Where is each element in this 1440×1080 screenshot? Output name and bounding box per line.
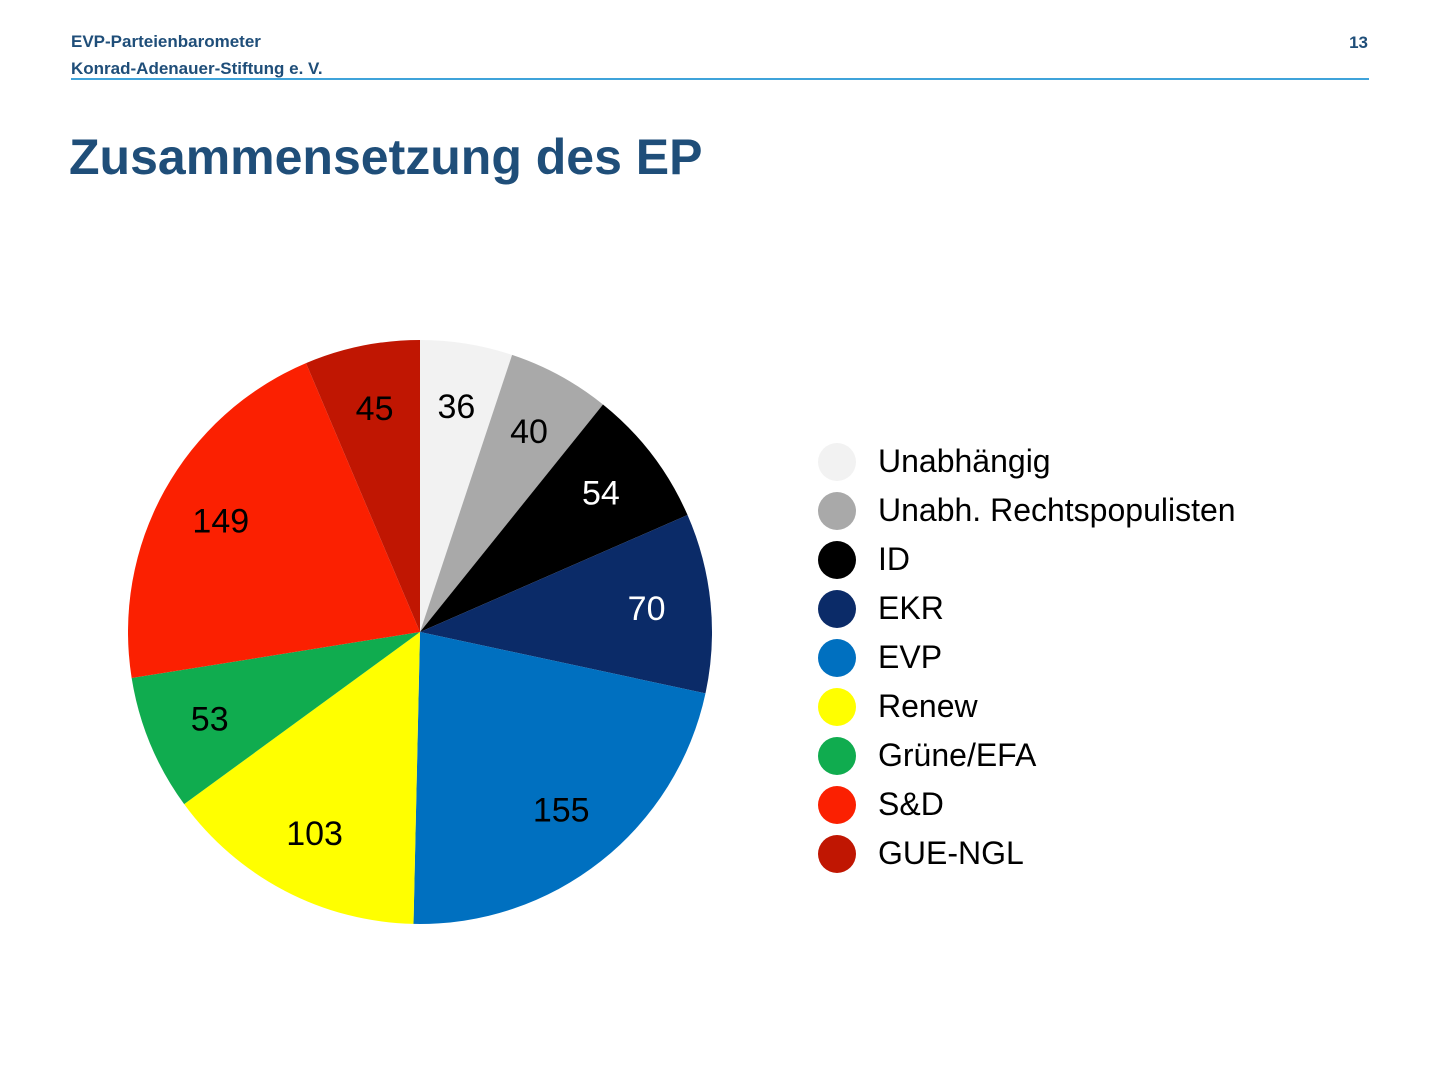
pie-slice-gue-ngl xyxy=(306,340,420,632)
pie-slice-value-label: 45 xyxy=(356,390,394,428)
pie-slice-value-label: 155 xyxy=(533,792,590,830)
pie-slice-value-label: 103 xyxy=(286,815,343,853)
pie-slice-value-label: 40 xyxy=(510,413,548,451)
pie-slice-value-label: 53 xyxy=(191,701,229,739)
legend-color-dot xyxy=(818,687,856,726)
legend-item: EVP xyxy=(818,633,1236,682)
legend-color-dot xyxy=(818,785,856,824)
legend-label: ID xyxy=(878,541,910,577)
legend-item: GUE-NGL xyxy=(818,829,1236,878)
pie-slice-value-label: 149 xyxy=(192,503,249,541)
pie-slice-gr-ne-efa xyxy=(131,632,420,805)
legend-item: Unabh. Rechtspopulisten xyxy=(818,486,1236,535)
legend-label: Unabhängig xyxy=(878,443,1051,479)
legend-color-dot xyxy=(818,491,856,530)
header-divider-line xyxy=(71,78,1369,80)
pie-slice-ekr xyxy=(420,515,712,694)
legend-label: S&D xyxy=(878,786,944,822)
slide-title: Zusammensetzung des EP xyxy=(69,129,703,185)
legend-label: GUE-NGL xyxy=(878,835,1024,871)
legend-color-dot xyxy=(818,834,856,873)
pie-slice-value-label: 36 xyxy=(437,388,475,426)
legend-item: Grüne/EFA xyxy=(818,731,1236,780)
pie-slice-value-label: 54 xyxy=(582,475,620,513)
pie-slice-unabh-ngig xyxy=(420,340,513,632)
legend-label: Unabh. Rechtspopulisten xyxy=(878,492,1236,528)
pie-slice-unabh-rechtspopulisten xyxy=(420,354,603,632)
legend-label: Renew xyxy=(878,688,978,724)
pie-slice-evp xyxy=(413,632,706,925)
header-line1: EVP-Parteienbarometer xyxy=(71,32,261,51)
pie-slice-value-label: 70 xyxy=(628,590,666,628)
legend-item: EKR xyxy=(818,584,1236,633)
chart-legend: Unabhängig Unabh. Rechtspopulisten ID EKR EV… xyxy=(818,437,1236,878)
legend-color-dot xyxy=(818,638,856,677)
pie-slice-s-d xyxy=(128,363,420,678)
pie-slice-renew xyxy=(184,632,420,924)
pie-slice-id xyxy=(420,404,688,632)
legend-item: Unabhängig xyxy=(818,437,1236,486)
legend-color-dot xyxy=(818,736,856,775)
legend-color-dot xyxy=(818,540,856,579)
header-line2: Konrad-Adenauer-Stiftung e. V. xyxy=(71,59,323,78)
legend-label: EVP xyxy=(878,639,943,675)
legend-color-dot xyxy=(818,442,856,481)
page-number: 13 xyxy=(1349,33,1368,52)
legend-item: ID xyxy=(818,535,1236,584)
legend-item: S&D xyxy=(818,780,1236,829)
legend-label: EKR xyxy=(878,590,944,626)
legend-item: Renew xyxy=(818,682,1236,731)
pie-chart: 36 40 54 70 155 103 53 149 45 xyxy=(128,340,712,925)
legend-color-dot xyxy=(818,589,856,628)
legend-label: Grüne/EFA xyxy=(878,737,1037,773)
header-text-block: EVP-Parteienbarometer Konrad-Adenauer-St… xyxy=(71,28,323,82)
